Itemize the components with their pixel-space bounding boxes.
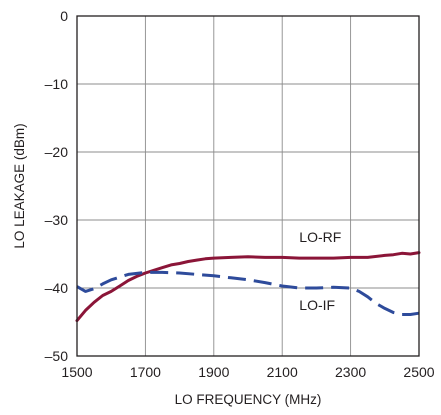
y-axis-label: LO LEAKAGE (dBm)	[12, 123, 27, 248]
y-tick-label: –50	[45, 348, 69, 364]
plot-frame	[76, 15, 420, 357]
y-axis-tick-labels: 0 –10 –20 –30 –40 –50	[45, 8, 69, 364]
x-tick-label: 1700	[130, 364, 161, 380]
x-tick-label: 1900	[198, 364, 229, 380]
series-labels: LO-RF LO-IF	[299, 229, 341, 313]
y-tick-label: –30	[45, 212, 69, 228]
series-label-lo-rf: LO-RF	[299, 229, 341, 245]
x-axis-tick-labels: 1500 1700 1900 2100 2300 2500	[61, 364, 434, 380]
x-tick-label: 2100	[267, 364, 298, 380]
x-tick-label: 2500	[403, 364, 434, 380]
x-tick-label: 1500	[61, 364, 92, 380]
y-tick-label: –40	[45, 280, 69, 296]
series-layer	[75, 251, 421, 323]
series-label-lo-if: LO-IF	[299, 297, 335, 313]
y-tick-label: –10	[45, 76, 69, 92]
x-axis-label: LO FREQUENCY (MHz)	[175, 392, 322, 407]
x-tick-label: 2300	[335, 364, 366, 380]
y-tick-label: 0	[60, 8, 68, 24]
series-line-lo-rf	[75, 251, 421, 323]
series-line-lo-if	[76, 270, 420, 316]
grid-lines	[77, 16, 419, 356]
y-tick-label: –20	[45, 144, 69, 160]
